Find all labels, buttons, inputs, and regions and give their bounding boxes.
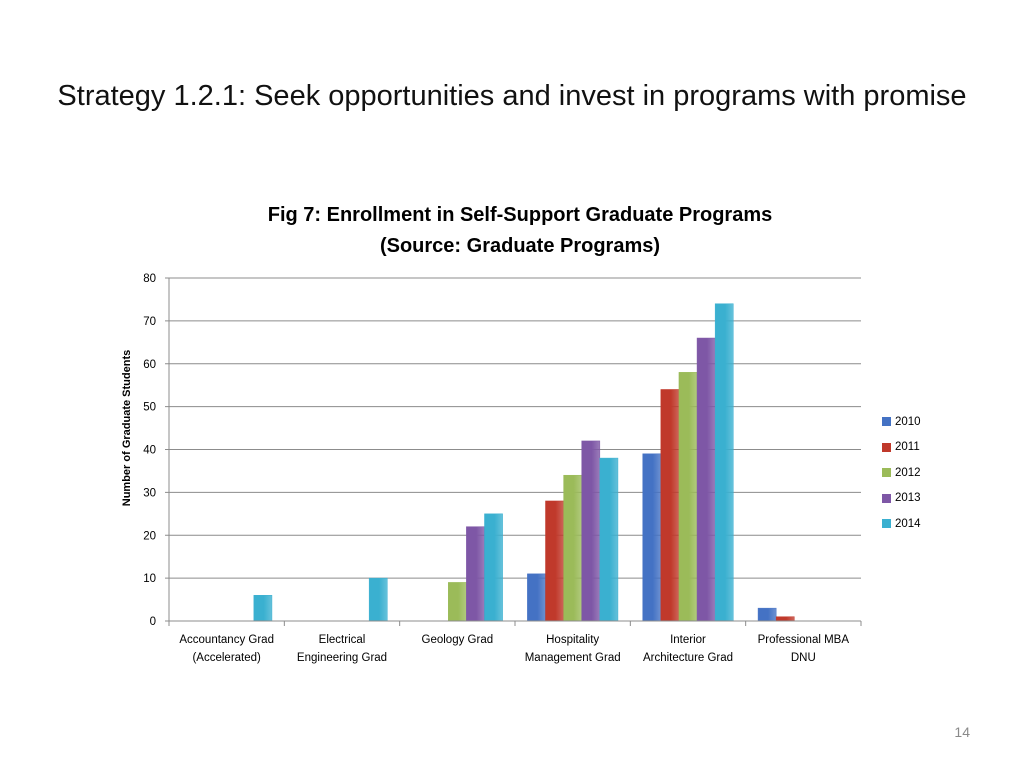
bar-2012-cat-3 bbox=[563, 474, 582, 622]
bar-2014-cat-4 bbox=[714, 303, 734, 622]
x-category-label: Interior bbox=[670, 634, 706, 646]
bar-2010-cat-4 bbox=[642, 453, 662, 622]
bar-2012-cat-2 bbox=[448, 582, 467, 622]
x-category-label: Geology Grad bbox=[422, 634, 494, 646]
chart-subtitle: (Source: Graduate Programs) bbox=[379, 235, 661, 257]
x-category-label: Professional MBA bbox=[758, 634, 850, 646]
legend-item-2010: 2010 bbox=[882, 409, 921, 435]
page-number: 14 bbox=[954, 724, 970, 740]
bar-2014-cat-2 bbox=[484, 513, 503, 622]
bar-2014-cat-3 bbox=[599, 457, 619, 622]
y-tick-label: 70 bbox=[143, 316, 156, 328]
y-tick-label: 0 bbox=[150, 616, 156, 628]
y-tick-label: 80 bbox=[143, 273, 156, 285]
y-tick-label: 60 bbox=[143, 359, 156, 371]
x-category-label: Hospitality bbox=[546, 634, 599, 646]
bar-2011-cat-5 bbox=[775, 616, 795, 622]
bars bbox=[253, 303, 795, 622]
y-tick-label: 20 bbox=[143, 530, 156, 542]
x-category-label: (Accelerated) bbox=[192, 652, 261, 664]
x-category-label: Accountancy Grad bbox=[179, 634, 274, 646]
x-category-label: Management Grad bbox=[525, 652, 621, 664]
bar-2013-cat-2 bbox=[466, 526, 485, 622]
x-category-label: Engineering Grad bbox=[297, 652, 387, 664]
bar-2013-cat-4 bbox=[696, 337, 716, 622]
x-category-label: Electrical bbox=[319, 634, 366, 646]
legend-item-2013: 2013 bbox=[882, 486, 921, 512]
axes: 0 10 20 30 40 50 60 70 80 Accountancy Grad (Accele… bbox=[143, 273, 862, 664]
legend-swatch bbox=[882, 519, 891, 529]
bar-2010-cat-5 bbox=[757, 607, 777, 622]
y-tick-label: 40 bbox=[143, 445, 156, 457]
legend: 2010 2011 2012 2013 2014 bbox=[882, 409, 921, 537]
bar-2012-cat-4 bbox=[678, 372, 698, 622]
legend-label: 2013 bbox=[895, 492, 921, 505]
bar-2011-cat-4 bbox=[660, 389, 680, 622]
legend-swatch bbox=[882, 442, 891, 452]
gridlines bbox=[169, 277, 861, 579]
y-tick-label: 30 bbox=[143, 487, 156, 499]
bar-2014-cat-0 bbox=[253, 595, 273, 622]
x-category-label: Architecture Grad bbox=[643, 652, 733, 664]
bar-2011-cat-3 bbox=[545, 500, 564, 622]
chart-title: Fig 7: Enrollment in Self-Support Gradua… bbox=[267, 204, 773, 226]
legend-swatch bbox=[882, 493, 891, 503]
legend-label: 2012 bbox=[895, 466, 921, 479]
legend-label: 2011 bbox=[895, 441, 920, 454]
legend-swatch bbox=[882, 417, 891, 427]
bar-2013-cat-3 bbox=[581, 440, 601, 622]
bar-2014-cat-1 bbox=[368, 577, 388, 622]
bar-2010-cat-3 bbox=[527, 573, 546, 622]
legend-label: 2010 bbox=[895, 415, 921, 428]
x-category-label: DNU bbox=[791, 652, 816, 664]
y-tick-label: 10 bbox=[143, 573, 156, 585]
legend-item-2012: 2012 bbox=[882, 460, 921, 486]
slide-title: Strategy 1.2.1: Seek opportunities and i… bbox=[57, 80, 967, 112]
legend-label: 2014 bbox=[895, 517, 921, 530]
legend-swatch bbox=[882, 468, 891, 478]
y-tick-label: 50 bbox=[143, 402, 156, 414]
legend-item-2014: 2014 bbox=[882, 511, 921, 537]
legend-item-2011: 2011 bbox=[882, 435, 921, 461]
